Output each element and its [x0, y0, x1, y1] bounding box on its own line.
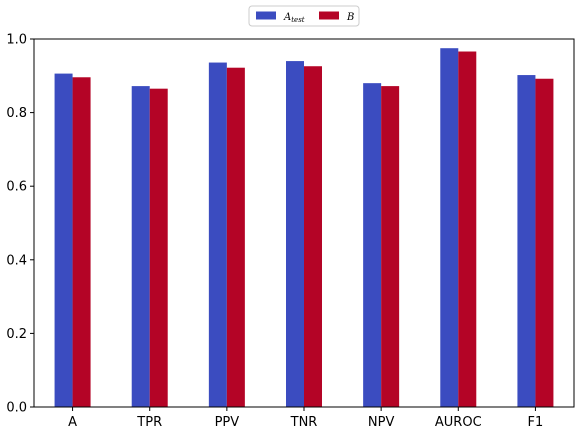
- x-tick-label: TPR: [136, 415, 162, 430]
- legend: Atest B: [248, 5, 360, 27]
- bar-b-ppv: [226, 67, 245, 407]
- y-tick-label: 0.8: [6, 106, 27, 121]
- legend-label-b: B: [346, 12, 354, 23]
- legend-box: [248, 5, 360, 27]
- bar-b-auroc: [458, 51, 477, 408]
- bar-a-test-ppv: [208, 62, 227, 407]
- bar-a-test-tnr: [286, 61, 304, 407]
- bar-a-test-f1: [517, 75, 536, 408]
- bar-b-npv: [381, 86, 400, 407]
- bar-b-a: [72, 77, 91, 407]
- y-tick-label: 0.4: [6, 253, 27, 268]
- y-tick-label: 0.0: [6, 401, 27, 416]
- y-tick-label: 1.0: [6, 33, 27, 48]
- bar-b-f1: [535, 78, 554, 407]
- x-tick-label: PPV: [215, 415, 240, 430]
- bar-a-test-a: [54, 73, 73, 407]
- bar-b-tnr: [304, 66, 322, 408]
- x-tick-label: F1: [528, 415, 544, 430]
- x-tick-label: TNR: [290, 415, 318, 430]
- x-tick-label: AUROC: [435, 415, 482, 430]
- x-tick-label: NPV: [368, 415, 395, 430]
- legend-label-a-test: Atest: [283, 12, 305, 24]
- x-tick-label: A: [68, 415, 77, 430]
- bar-a-test-tpr: [131, 86, 150, 407]
- legend-swatch-b: [319, 11, 339, 20]
- bar-b-tpr: [149, 88, 168, 408]
- y-tick-label: 0.6: [6, 180, 27, 195]
- legend-swatch-a-test: [256, 11, 276, 20]
- bar-a-test-npv: [363, 83, 382, 407]
- bars-group: [54, 48, 554, 408]
- x-ticks-group: A TPR PPV TNR NPV AUROC F1: [68, 407, 543, 430]
- bar-a-test-auroc: [440, 48, 459, 407]
- y-tick-label: 0.2: [6, 327, 27, 342]
- y-ticks-group: 0.0 0.2 0.4 0.6 0.8 1.0: [6, 33, 34, 416]
